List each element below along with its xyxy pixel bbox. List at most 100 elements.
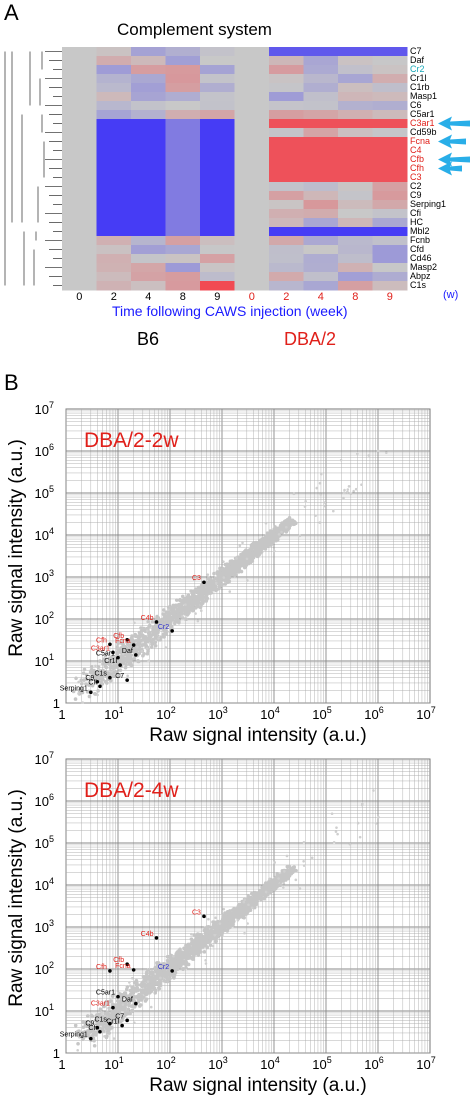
heatmap-cell (200, 227, 235, 237)
background-point (221, 567, 225, 571)
x-tick-label: 101 (104, 705, 123, 722)
background-point (200, 597, 205, 602)
heatmap-cell (303, 281, 339, 291)
heatmap-cell (165, 191, 201, 201)
background-point (225, 563, 229, 567)
background-point (199, 942, 203, 946)
heatmap-cell (303, 254, 339, 264)
heatmap-cell (131, 272, 166, 282)
gene-label: Cd46 (410, 252, 432, 263)
background-point (228, 909, 232, 913)
heatmap-cell (234, 110, 270, 120)
gene-label: Abpz (410, 270, 431, 281)
background-point (211, 587, 215, 592)
gene-point (108, 1021, 112, 1026)
heatmap-cell (62, 74, 97, 84)
heatmap-cell (372, 137, 408, 147)
heatmap-cell (372, 56, 408, 66)
heatmap-cell (165, 101, 201, 111)
background-point (323, 504, 326, 508)
heatmap-cell (234, 182, 270, 192)
gene-point (170, 969, 174, 973)
background-point (131, 999, 136, 1003)
background-point (187, 606, 192, 611)
background-point (248, 897, 252, 902)
background-point (270, 535, 274, 540)
gene-point-label: Cfi (88, 1025, 97, 1032)
background-point (164, 646, 168, 649)
heatmap-cell (131, 74, 166, 84)
background-point (242, 900, 246, 904)
gene-point (108, 642, 112, 647)
background-point (137, 647, 142, 652)
background-point (196, 946, 201, 951)
gene-point-label: C9 (85, 675, 94, 682)
heatmap-cell (96, 164, 132, 174)
heatmap-cell (96, 137, 132, 147)
gene-point (95, 1025, 100, 1030)
gene-point-label: Cfb (113, 633, 124, 640)
background-point (192, 590, 196, 595)
background-point (302, 864, 306, 867)
heatmap-cell (131, 137, 166, 147)
background-point (213, 933, 217, 937)
background-point (177, 960, 181, 964)
background-point (165, 973, 169, 978)
background-point (103, 660, 108, 664)
background-point (149, 1005, 153, 1009)
week-unit-label: (w) (443, 289, 459, 301)
heatmap-cell (303, 191, 339, 201)
heatmap-figure (4, 47, 470, 291)
background-point (121, 1013, 124, 1016)
background-point (149, 645, 154, 650)
background-point (122, 991, 127, 996)
group-label-dba2: DBA/2 (284, 329, 337, 349)
heatmap-cell (234, 65, 270, 75)
heatmap-cell (165, 227, 201, 237)
background-point (323, 501, 327, 504)
heatmap-cell (200, 254, 235, 264)
background-point (109, 1013, 113, 1017)
heatmap-cell (96, 56, 132, 66)
heatmap-cell (62, 137, 97, 147)
background-point (214, 939, 218, 944)
x-tick-label: 105 (312, 705, 331, 722)
background-point (132, 1021, 136, 1024)
background-point (197, 939, 201, 944)
heatmap-cell (200, 209, 235, 219)
heatmap-cell (269, 83, 304, 93)
background-point (214, 581, 218, 585)
gene-point (118, 663, 122, 667)
heatmap-cell (338, 65, 373, 75)
background-point (205, 934, 209, 938)
heatmap-cell (165, 209, 201, 219)
background-point (97, 1012, 102, 1016)
heatmap-cell (269, 281, 304, 291)
background-point (290, 867, 294, 871)
heatmap-cell (269, 101, 304, 111)
background-point (141, 633, 145, 638)
gene-point-label: C3 (192, 909, 201, 916)
heatmap-cell (96, 182, 132, 192)
background-point (117, 991, 121, 996)
heatmap-x-axis-label: Time following CAWS injection (week) (112, 303, 348, 319)
background-point (94, 671, 99, 675)
column-label: 8 (179, 291, 186, 303)
background-point (138, 639, 143, 643)
background-point (157, 986, 162, 991)
background-point (249, 547, 254, 551)
heatmap-cell (303, 47, 339, 57)
heatmap-cell (62, 281, 97, 291)
heatmap-cell (200, 281, 235, 291)
background-point (216, 574, 221, 579)
gene-point-label: C9 (85, 1021, 94, 1028)
heatmap-cell (303, 101, 339, 111)
gene-point (108, 969, 112, 973)
background-point (178, 597, 182, 602)
background-point (91, 673, 96, 677)
background-point (238, 544, 242, 548)
background-point (145, 990, 149, 994)
background-point (194, 612, 197, 615)
heatmap-title: Complement system (117, 20, 272, 39)
heatmap-cell (165, 110, 201, 120)
